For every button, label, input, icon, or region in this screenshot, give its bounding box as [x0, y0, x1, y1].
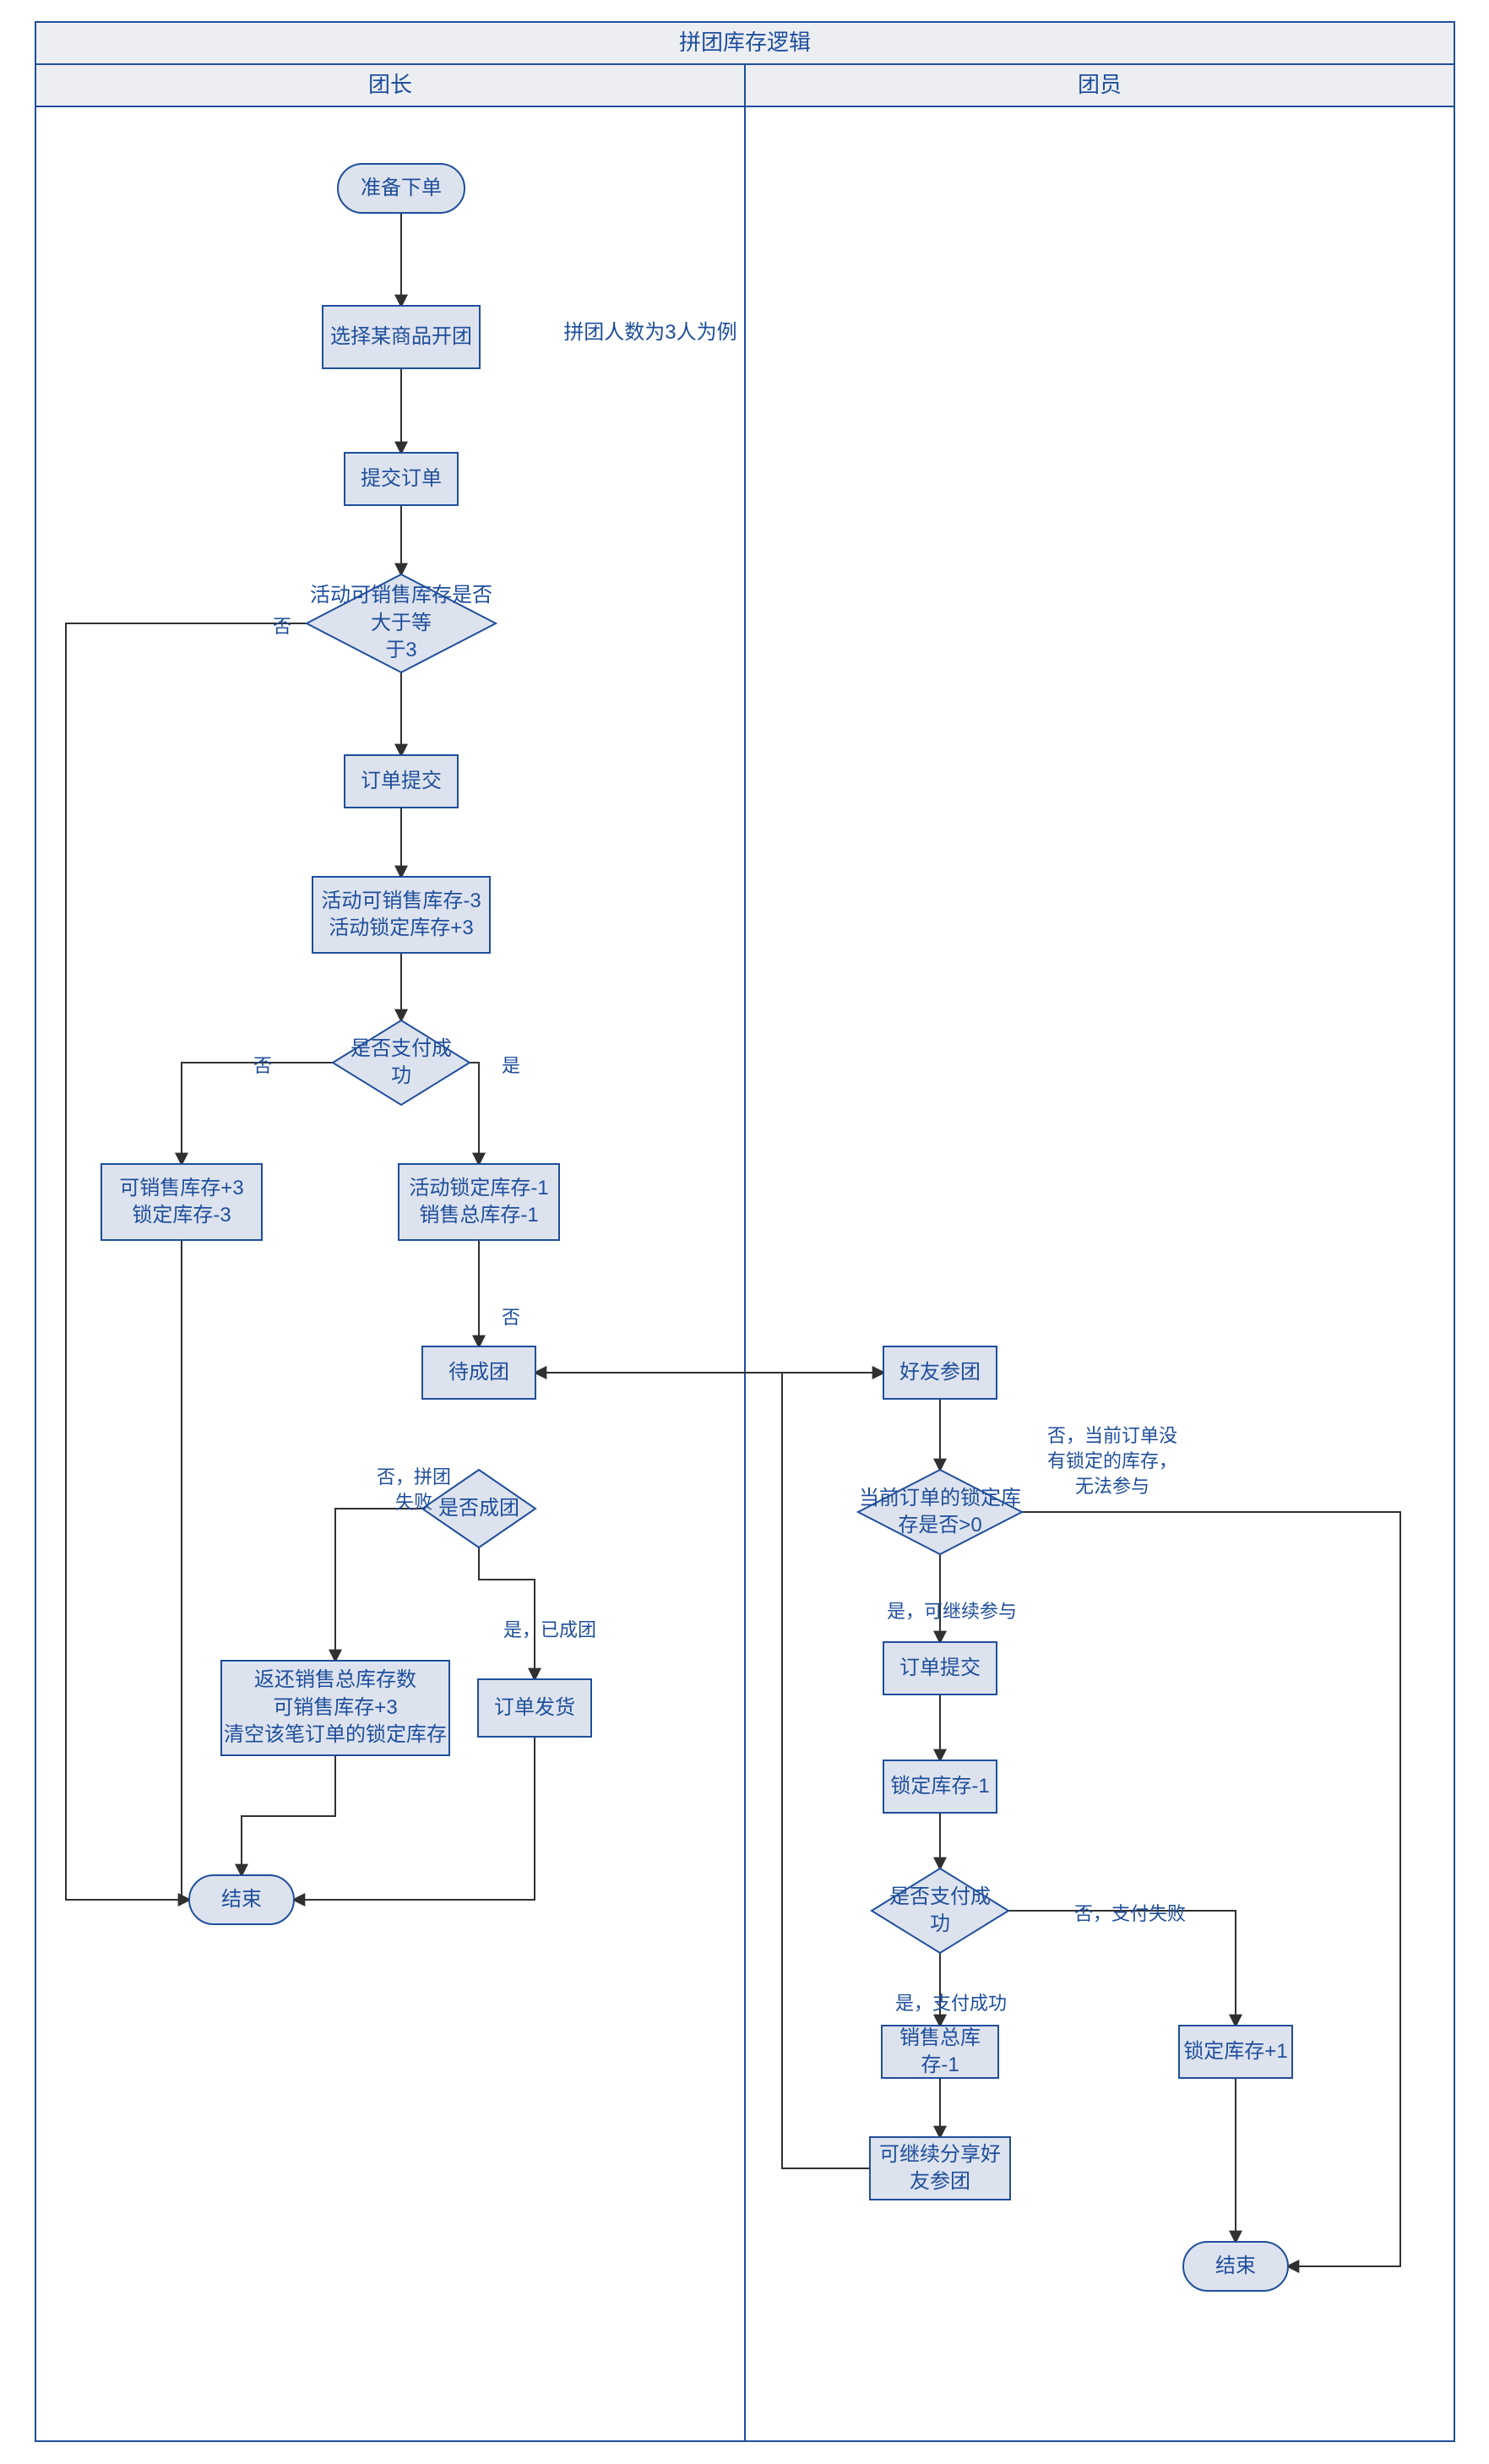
node-l_ordOk — [345, 755, 458, 808]
edge-12 — [294, 1737, 535, 1900]
node-l_ship — [478, 1679, 591, 1737]
edge-6 — [182, 1063, 333, 1164]
svg-layer — [0, 0, 1489, 2464]
node-l_wait — [422, 1346, 535, 1399]
node-l_pay — [333, 1020, 470, 1105]
edge-9 — [479, 1547, 535, 1679]
edge-10 — [335, 1509, 422, 1661]
edge-11 — [242, 1755, 335, 1875]
node-l_select — [323, 306, 480, 368]
node-l_start — [338, 164, 465, 213]
node-r_lockQ — [858, 1470, 1022, 1554]
node-r_lockM1 — [883, 1760, 997, 1813]
edge-25 — [535, 1373, 870, 2168]
node-l_payYes — [399, 1164, 559, 1240]
edge-7 — [470, 1063, 479, 1164]
node-l_submit — [345, 453, 458, 505]
node-r_share — [870, 2137, 1010, 2200]
node-l_formed — [422, 1470, 535, 1547]
node-l_payNo — [101, 1164, 262, 1240]
node-l_return — [221, 1661, 449, 1755]
flowchart-canvas: 拼团库存逻辑团长团员准备下单选择某商品开团提交订单活动可销售库存是否大于等 于3… — [0, 0, 1489, 2464]
node-r_submit — [883, 1642, 997, 1694]
node-l_stock3 — [307, 574, 496, 672]
node-l_end — [189, 1875, 294, 1924]
node-r_join — [883, 1346, 997, 1399]
node-r_saleM1 — [882, 2026, 998, 2078]
node-r_end — [1183, 2242, 1288, 2291]
node-r_lockP1 — [1179, 2026, 1292, 2078]
edge-23 — [1022, 1512, 1400, 2266]
node-r_pay — [872, 1868, 1008, 1953]
edge-22 — [1008, 1911, 1236, 2026]
node-l_adjust — [312, 877, 490, 953]
edge-13 — [182, 1240, 189, 1900]
